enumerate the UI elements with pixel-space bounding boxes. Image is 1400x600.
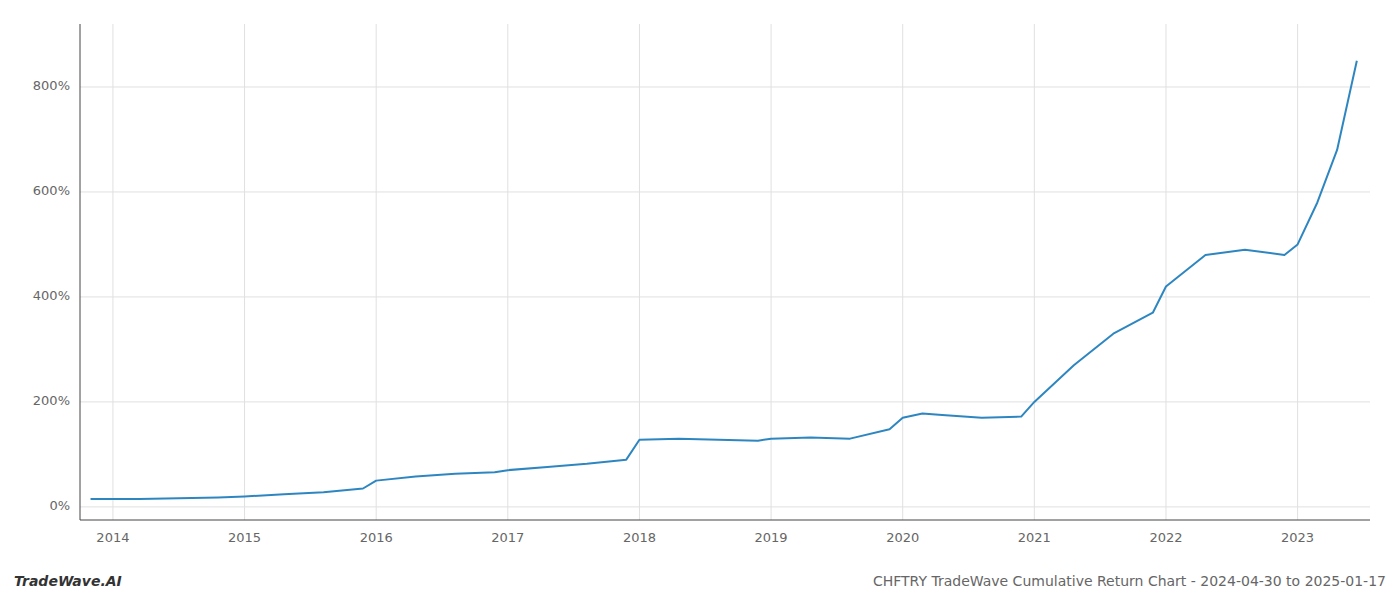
y-grid-line [80, 506, 1370, 507]
y-grid-line [80, 191, 1370, 192]
x-grid-line [112, 24, 113, 520]
y-tick-label: 800% [33, 78, 70, 93]
y-grid-line [80, 296, 1370, 297]
x-grid-line [639, 24, 640, 520]
plot-area [91, 61, 1357, 499]
texts: TradeWave.AI CHFTRY TradeWave Cumulative … [14, 573, 1386, 589]
x-grid-line [902, 24, 903, 520]
y-grid-line [80, 86, 1370, 87]
grid [80, 24, 1370, 520]
y-grid-line [80, 401, 1370, 402]
x-tick-label: 2017 [491, 530, 524, 545]
x-tick-label: 2016 [360, 530, 393, 545]
x-tick-label: 2020 [886, 530, 919, 545]
x-grid-line [1034, 24, 1035, 520]
x-tick-label: 2021 [1018, 530, 1051, 545]
x-tick-label: 2018 [623, 530, 656, 545]
chart: 0% 200% 400% 600% 800% 2014 2015 2016 2017 2018 20… [0, 0, 1400, 600]
y-tick-label: 600% [33, 183, 70, 198]
x-grid-line [244, 24, 245, 520]
x-tick-label: 2023 [1281, 530, 1314, 545]
x-grid-line [507, 24, 508, 520]
y-axis-line [80, 24, 81, 520]
page: {"chart_data": {"type": "line", "title":… [0, 0, 1400, 600]
x-tick-label: 2014 [96, 530, 129, 545]
y-tick-label: 400% [33, 288, 70, 303]
watermark: TradeWave.AI [14, 573, 122, 589]
y-tick-label: 0% [49, 498, 70, 513]
title: CHFTRY TradeWave Cumulative Return Chart… [873, 573, 1386, 589]
x-axis-line [80, 520, 1370, 521]
x-tick-label: 2015 [228, 530, 261, 545]
line [91, 61, 1357, 499]
x-grid-line [771, 24, 772, 520]
x-grid-line [1297, 24, 1298, 520]
x-grid-line [376, 24, 377, 520]
x-grid-line [1165, 24, 1166, 520]
x-tick-label: 2022 [1149, 530, 1182, 545]
y-tick-label: 200% [33, 393, 70, 408]
x-tick-label: 2019 [755, 530, 788, 545]
axes: 0% 200% 400% 600% 800% 2014 2015 2016 2017 2018 20… [33, 24, 1370, 545]
